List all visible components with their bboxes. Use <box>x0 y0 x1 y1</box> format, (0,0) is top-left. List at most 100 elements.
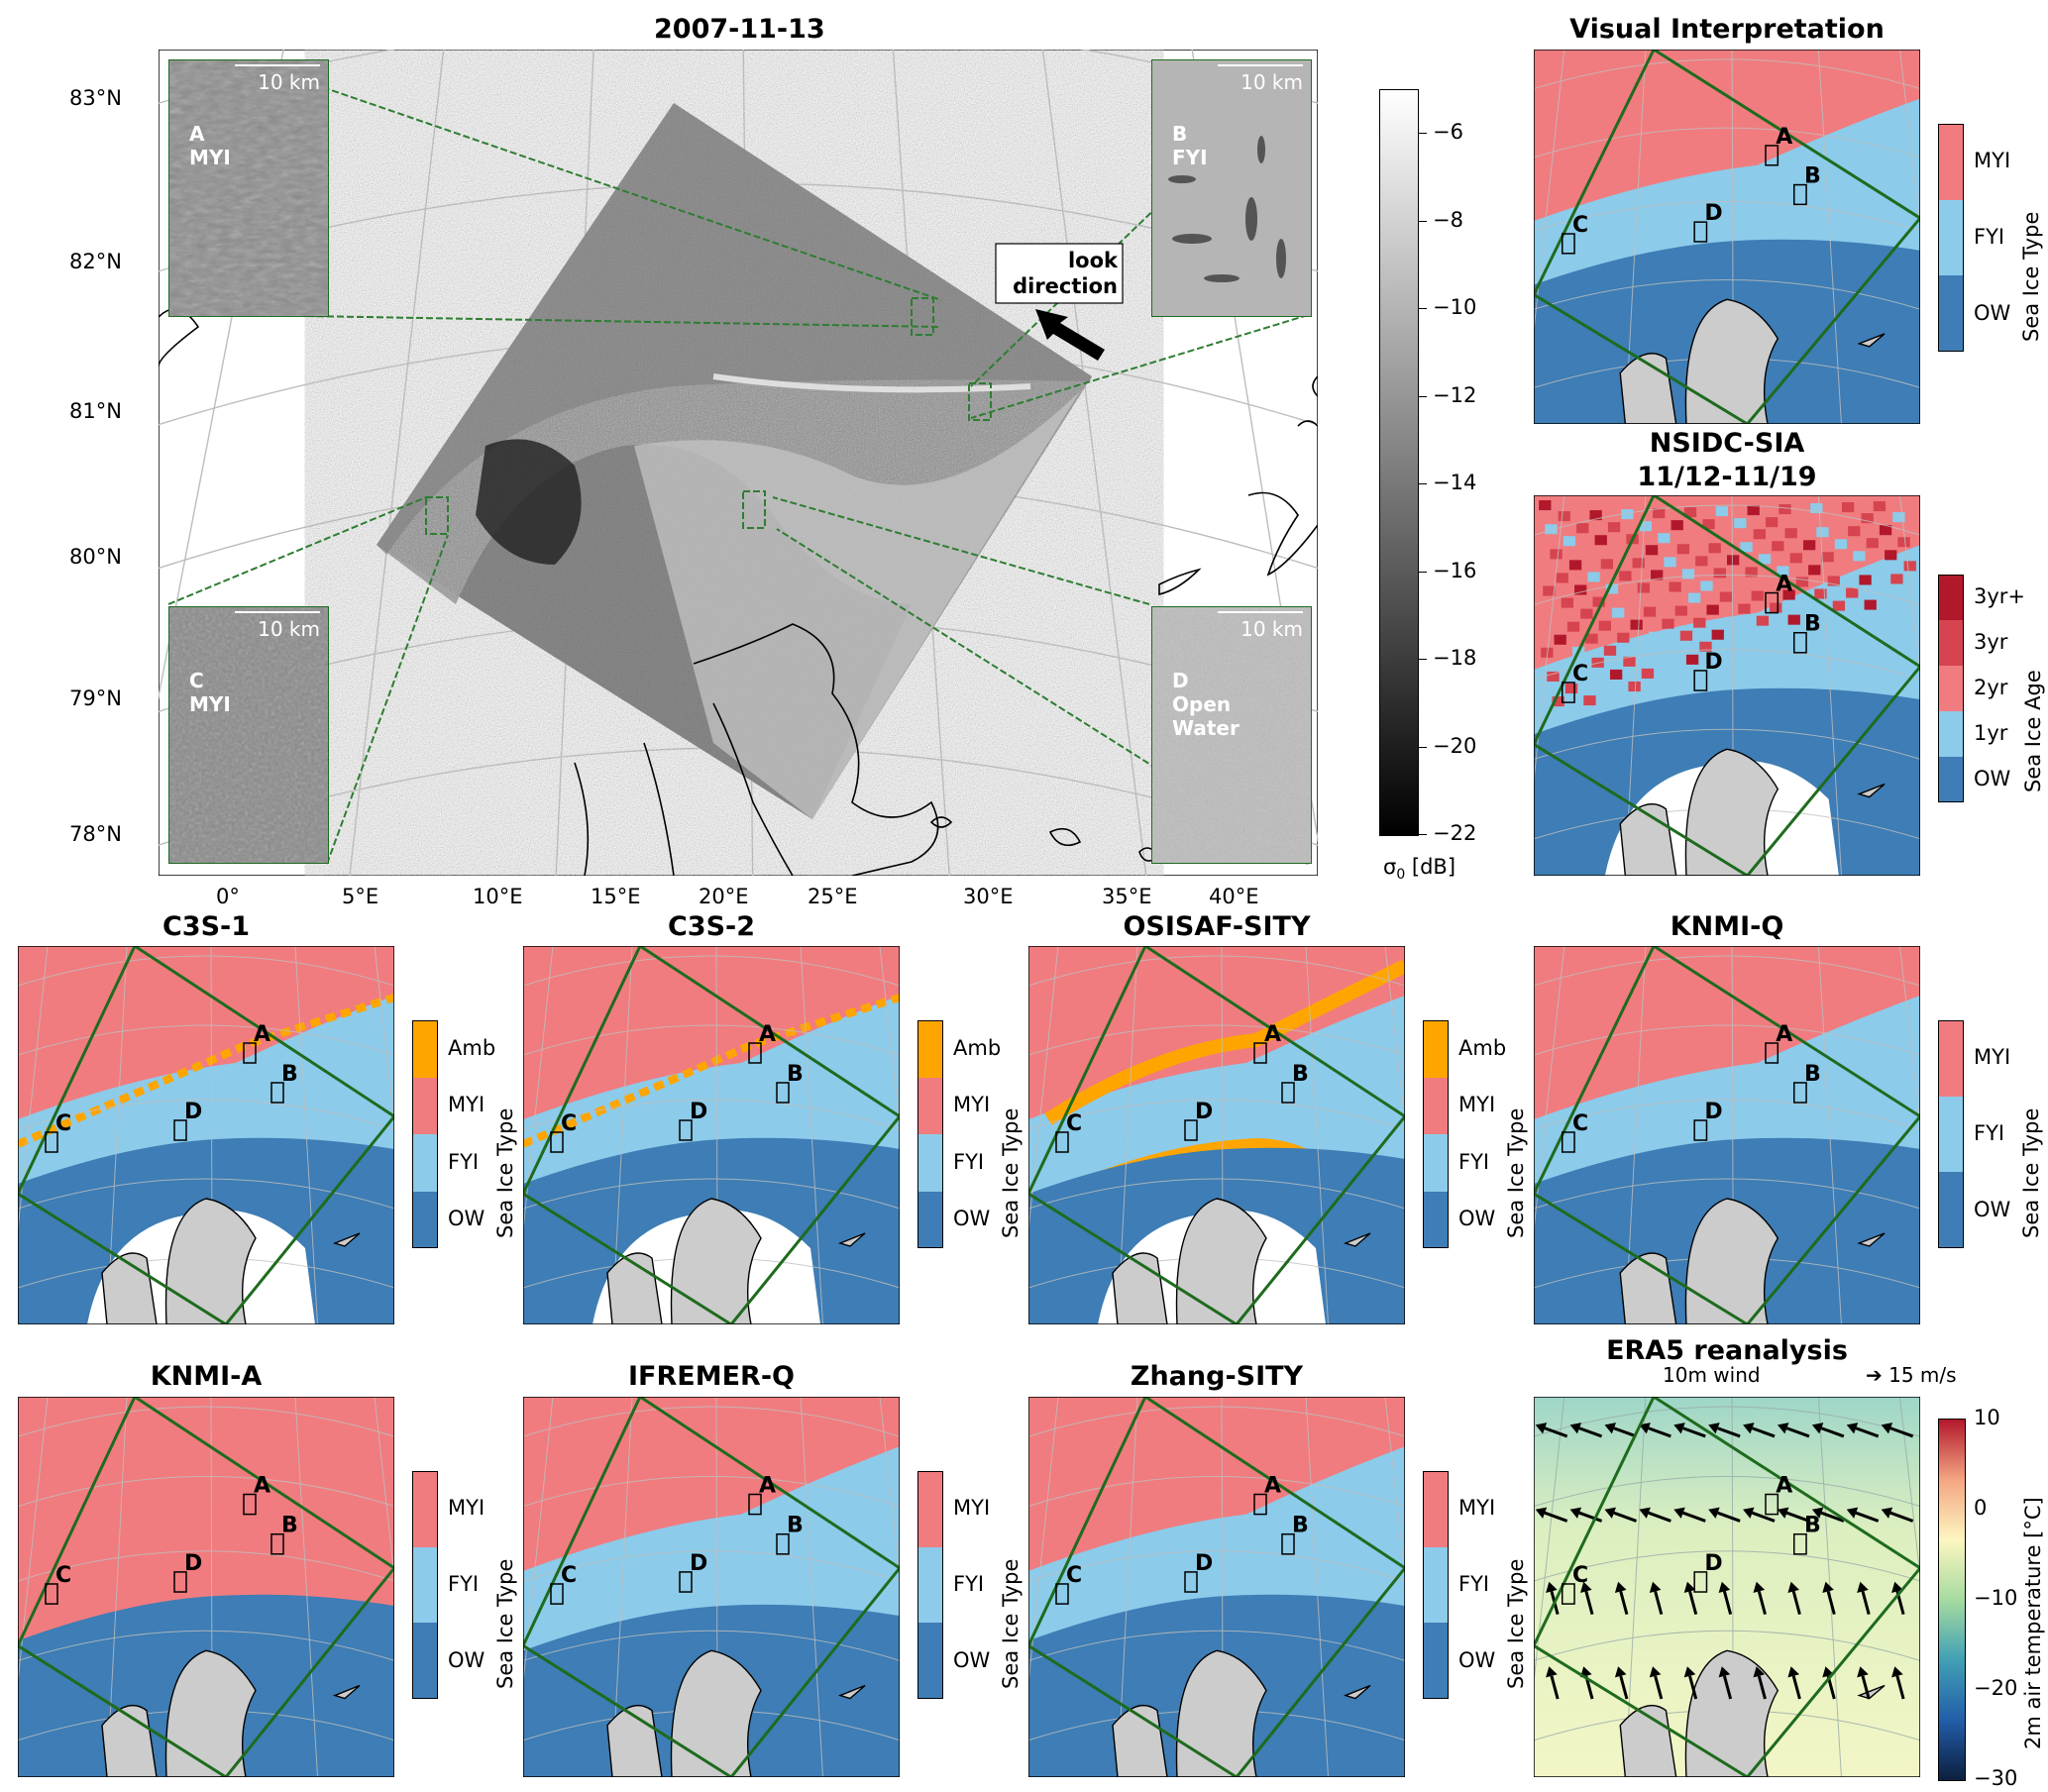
zhang-cb-label: Sea Ice Type <box>1504 1558 1528 1689</box>
point-label-C: C <box>1066 1111 1082 1136</box>
osisaf-cb-segment <box>1423 1077 1449 1134</box>
era5-cb-tick: 0 <box>1974 1496 1988 1520</box>
c3s1-cb-segment <box>412 1191 438 1248</box>
zhang-cb-tick: OW <box>1458 1647 1496 1672</box>
inset-d-type1: Open <box>1172 692 1232 716</box>
sar-colorbar-tick: −18 <box>1433 646 1477 671</box>
point-label-B: B <box>1804 1062 1821 1087</box>
inset-b-scale: 10 km <box>1240 70 1303 94</box>
c3s1-cb-segment <box>412 1020 438 1078</box>
inset-c-letter: C <box>189 669 204 692</box>
lon-label-10: 10°E <box>473 885 523 908</box>
look-direction-line2: direction <box>1013 274 1118 298</box>
point-label-C: C <box>561 1563 577 1588</box>
osisaf-cb-segment <box>1423 1020 1449 1078</box>
nsidc-cb-frame <box>1938 575 1964 802</box>
nsidc-cb-segment <box>1938 757 1964 802</box>
sar-colorbar-tick: −10 <box>1433 295 1477 320</box>
sar-colorbar-tickmark <box>1419 659 1427 661</box>
knmiq-cb-tick: OW <box>1974 1197 2011 1221</box>
c3s2-cb-segment <box>917 1077 943 1134</box>
knmia-cb-tick: FYI <box>448 1572 480 1596</box>
c3s1-cb-tick: MYI <box>448 1093 485 1117</box>
knmiq-cb-label: Sea Ice Type <box>2019 1107 2043 1238</box>
inset-c-type: MYI <box>189 692 231 716</box>
osisaf-cb-tick: FYI <box>1458 1149 1490 1174</box>
point-label-D: D <box>184 1551 202 1576</box>
sar-colorbar-tick: −16 <box>1433 558 1477 582</box>
inset-b: 10 km B FYI <box>1151 59 1312 317</box>
point-label-B: B <box>787 1062 804 1087</box>
inset-a-type: MYI <box>189 146 231 169</box>
c3s1-cb-tick: Amb <box>448 1035 496 1060</box>
sar-colorbar-tickmark <box>1419 220 1427 222</box>
nsidc-cb-segment <box>1938 575 1964 620</box>
osisaf-cb-frame <box>1423 1020 1449 1248</box>
ifremer-cb-tick: FYI <box>953 1572 985 1596</box>
visual-cb-frame <box>1938 124 1964 352</box>
sar-colorbar-tick: −8 <box>1433 207 1463 232</box>
ifremer-cb-segment <box>917 1623 943 1699</box>
point-label-A: A <box>1776 125 1792 150</box>
knmia-cb-segment <box>412 1471 438 1547</box>
point-label-D: D <box>1195 1100 1213 1124</box>
era5-map: AB C D <box>1534 1397 1920 1777</box>
sar-colorbar-tickmark <box>1419 133 1427 135</box>
era5-cb-tick: −10 <box>1974 1586 2018 1610</box>
c3s2-title: C3S-2 <box>667 911 756 942</box>
visual-cb-segment <box>1938 124 1964 200</box>
lon-label-35: 35°E <box>1102 885 1152 908</box>
visual-cb-tick: OW <box>1974 300 2011 325</box>
ifremer-cb-label: Sea Ice Type <box>999 1558 1023 1689</box>
lon-label-0: 0° <box>216 885 240 908</box>
visual-cb-segment <box>1938 275 1964 352</box>
osisaf-title: OSISAF-SITY <box>1123 911 1311 942</box>
lon-label-30: 30°E <box>963 885 1014 908</box>
lon-label-5: 5°E <box>342 885 379 908</box>
nsidc-cb-segment <box>1938 666 1964 711</box>
visual-map: AB C D <box>1534 50 1920 424</box>
point-label-B: B <box>787 1514 804 1538</box>
point-label-A: A <box>254 1022 270 1047</box>
ifremer-cb-tick: OW <box>953 1647 991 1672</box>
nsidc-cb-tick: 3yr+ <box>1974 584 2026 608</box>
point-label-B: B <box>1292 1514 1309 1538</box>
knmia-cb-label: Sea Ice Type <box>493 1558 517 1689</box>
ifremer-cb-segment <box>917 1471 943 1547</box>
zhang-title: Zhang-SITY <box>1130 1361 1304 1392</box>
c3s1-title: C3S-1 <box>162 911 251 942</box>
c3s1-cb-tick: OW <box>448 1207 485 1231</box>
point-label-C: C <box>1572 662 1588 686</box>
c3s2-cb-label: Sea Ice Type <box>999 1107 1023 1238</box>
sar-colorbar-tick: −22 <box>1433 821 1477 845</box>
inset-b-letter: B <box>1172 122 1188 146</box>
inset-d-type2: Water <box>1172 716 1240 740</box>
point-label-C: C <box>1572 1563 1588 1588</box>
knmiq-cb-tick: FYI <box>1974 1121 2005 1145</box>
lon-label-40: 40°E <box>1209 885 1259 908</box>
knmiq-map: AB C D <box>1534 946 1920 1324</box>
point-label-C: C <box>55 1563 71 1588</box>
knmia-cb-segment <box>412 1623 438 1699</box>
point-label-C: C <box>1572 1111 1588 1136</box>
inset-a-letter: A <box>189 122 205 146</box>
nsidc-cb-segment <box>1938 711 1964 757</box>
sar-colorbar-label: σ0 [dB] <box>1383 855 1456 884</box>
point-label-B: B <box>1804 1514 1821 1538</box>
c3s2-cb-tick: OW <box>953 1207 991 1231</box>
c3s1-map: AB C D <box>18 946 394 1324</box>
nsidc-cb-tick: OW <box>1974 767 2011 791</box>
knmia-cb-segment <box>412 1546 438 1624</box>
era5-cb-label: 2m air temperature [°C] <box>2021 1497 2045 1749</box>
osisaf-cb-segment <box>1423 1191 1449 1248</box>
nsidc-title-line1: NSIDC-SIA <box>1649 428 1805 459</box>
knmiq-cb-segment <box>1938 1096 1964 1173</box>
sar-colorbar-tickmark <box>1419 308 1427 310</box>
zhang-cb-tick: FYI <box>1458 1572 1490 1596</box>
point-label-D: D <box>1195 1551 1213 1576</box>
point-label-D: D <box>690 1551 707 1576</box>
point-label-A: A <box>1264 1022 1281 1047</box>
knmiq-cb-tick: MYI <box>1974 1045 2011 1070</box>
c3s2-cb-tick: FYI <box>953 1149 985 1174</box>
knmiq-cb-frame <box>1938 1020 1964 1248</box>
